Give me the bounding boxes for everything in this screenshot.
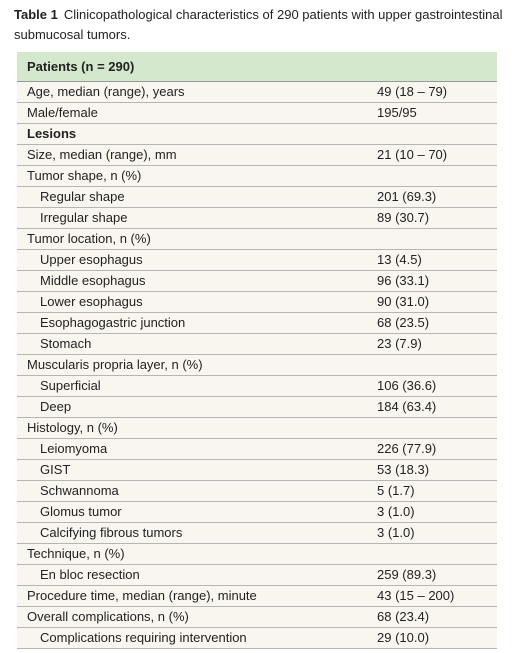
- table-row: Lesions: [17, 124, 497, 145]
- table-caption: Table 1 Clinicopathological characteristi…: [14, 5, 504, 45]
- row-label: Histology, n (%): [27, 420, 118, 435]
- row-label: Technique, n (%): [27, 546, 125, 561]
- table-row: Leiomyoma 226 (77.9): [17, 439, 497, 460]
- row-value: 68 (23.4): [377, 609, 430, 624]
- row-value: 3 (1.0): [377, 504, 415, 519]
- table-row: Middle esophagus 96 (33.1): [17, 271, 497, 292]
- row-label: Esophagogastric junction: [40, 315, 186, 330]
- row-label: Stomach: [40, 336, 92, 351]
- row-value: 201 (69.3): [377, 189, 437, 204]
- row-value: 23 (7.9): [377, 336, 422, 351]
- table-row: Age, median (range), years 49 (18 – 79): [17, 82, 497, 103]
- table-row: Size, median (range), mm 21 (10 – 70): [17, 145, 497, 166]
- row-value: 195/95: [377, 105, 417, 120]
- table-row: Upper esophagus 13 (4.5): [17, 250, 497, 271]
- table-row: GIST 53 (18.3): [17, 460, 497, 481]
- row-label: Overall complications, n (%): [27, 609, 189, 624]
- row-value: 68 (23.5): [377, 315, 430, 330]
- table-row: Esophagogastric junction 68 (23.5): [17, 313, 497, 334]
- row-value: 3 (1.0): [377, 525, 415, 540]
- row-label: Regular shape: [40, 189, 125, 204]
- row-label: Upper esophagus: [40, 252, 143, 267]
- table-row: Superficial 106 (36.6): [17, 376, 497, 397]
- row-value: 43 (15 – 200): [377, 588, 455, 603]
- table-row: Glomus tumor 3 (1.0): [17, 502, 497, 523]
- row-label: Tumor location, n (%): [27, 231, 151, 246]
- row-label: Procedure time, median (range), minute: [27, 588, 257, 603]
- table-row: Regular shape 201 (69.3): [17, 187, 497, 208]
- row-label: Male/female: [27, 105, 98, 120]
- table-row: Tumor location, n (%): [17, 229, 497, 250]
- row-label: Schwannoma: [40, 483, 119, 498]
- row-value: 53 (18.3): [377, 462, 430, 477]
- row-label: Glomus tumor: [40, 504, 122, 519]
- row-label: GIST: [40, 462, 71, 477]
- row-value: 90 (31.0): [377, 294, 430, 309]
- row-label: Middle esophagus: [40, 273, 146, 288]
- table: Patients (n = 290) Age, median (range), …: [17, 52, 497, 649]
- table-row: Lower esophagus 90 (31.0): [17, 292, 497, 313]
- row-value: 29 (10.0): [377, 630, 430, 645]
- row-value: 259 (89.3): [377, 567, 437, 582]
- row-label: En bloc resection: [40, 567, 140, 582]
- row-value: 226 (77.9): [377, 441, 437, 456]
- table-row: Muscularis propria layer, n (%): [17, 355, 497, 376]
- table-row: Deep 184 (63.4): [17, 397, 497, 418]
- table-row: Calcifying fibrous tumors 3 (1.0): [17, 523, 497, 544]
- table-row: Procedure time, median (range), minute 43…: [17, 586, 497, 607]
- row-value: 21 (10 – 70): [377, 147, 448, 162]
- table-row: Stomach 23 (7.9): [17, 334, 497, 355]
- row-label: Tumor shape, n (%): [27, 168, 142, 183]
- table-row: Irregular shape 89 (30.7): [17, 208, 497, 229]
- row-value: 96 (33.1): [377, 273, 430, 288]
- table-row: Technique, n (%): [17, 544, 497, 565]
- row-label: Calcifying fibrous tumors: [40, 525, 183, 540]
- row-value: 89 (30.7): [377, 210, 430, 225]
- row-label: Leiomyoma: [40, 441, 108, 456]
- row-value: 106 (36.6): [377, 378, 437, 393]
- row-label: Lower esophagus: [40, 294, 143, 309]
- caption-text: Clinicopathological characteristics of 2…: [14, 7, 503, 42]
- row-label: Age, median (range), years: [27, 84, 185, 99]
- row-label: Superficial: [40, 378, 101, 393]
- row-label: Muscularis propria layer, n (%): [27, 357, 203, 372]
- row-label: Size, median (range), mm: [27, 147, 177, 162]
- table-row: Schwannoma 5 (1.7): [17, 481, 497, 502]
- row-label: Complications requiring intervention: [40, 630, 247, 645]
- row-value: 5 (1.7): [377, 483, 415, 498]
- row-label: Irregular shape: [40, 210, 128, 225]
- caption-label: Table 1: [14, 7, 58, 22]
- row-label: Deep: [40, 399, 72, 414]
- row-value: 13 (4.5): [377, 252, 422, 267]
- table-header: Patients (n = 290): [17, 52, 497, 82]
- row-label: Lesions: [27, 126, 77, 141]
- table-row: Tumor shape, n (%): [17, 166, 497, 187]
- table-row: En bloc resection 259 (89.3): [17, 565, 497, 586]
- table-row: Overall complications, n (%) 68 (23.4): [17, 607, 497, 628]
- row-value: 49 (18 – 79): [377, 84, 448, 99]
- row-value: 184 (63.4): [377, 399, 437, 414]
- table-row: Complications requiring intervention 29 (…: [17, 628, 497, 649]
- table-row: Male/female 195/95: [17, 103, 497, 124]
- table-row: Histology, n (%): [17, 418, 497, 439]
